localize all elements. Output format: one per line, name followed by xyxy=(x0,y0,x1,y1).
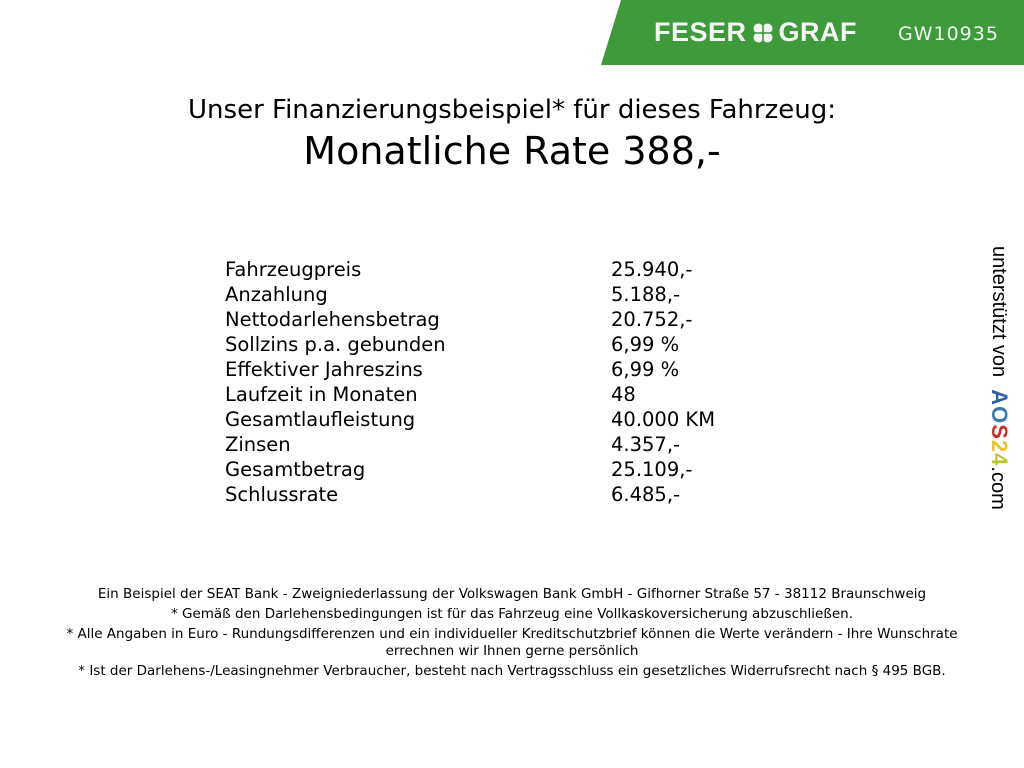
detail-label: Zinsen xyxy=(225,433,291,456)
detail-row: Fahrzeugpreis 25.940,- xyxy=(225,257,715,282)
supported-by: unterstützt von AOS24.com xyxy=(986,246,1012,510)
finance-details: Fahrzeugpreis 25.940,- Anzahlung 5.188,- N… xyxy=(225,257,715,507)
supported-by-text: unterstützt von xyxy=(988,246,1011,378)
detail-row: Nettodarlehensbetrag 20.752,- xyxy=(225,307,715,332)
detail-value: 20.752,- xyxy=(611,308,693,331)
detail-label: Gesamtbetrag xyxy=(225,458,366,481)
detail-value: 40.000 KM xyxy=(611,408,716,431)
footer-note: Ein Beispiel der SEAT Bank - Zweignieder… xyxy=(97,586,927,602)
detail-label: Schlussrate xyxy=(225,483,339,506)
clover-icon xyxy=(753,23,773,42)
page-title: Monatliche Rate 388,- xyxy=(303,129,721,173)
detail-row: Anzahlung 5.188,- xyxy=(225,282,715,307)
detail-row: Gesamtbetrag 25.109,- xyxy=(225,457,715,482)
detail-value: 6.485,- xyxy=(611,483,681,506)
detail-row: Gesamtlaufleistung 40.000 KM xyxy=(225,407,715,432)
detail-label: Laufzeit in Monaten xyxy=(225,383,418,406)
detail-value: 6,99 % xyxy=(611,333,680,356)
detail-row: Laufzeit in Monaten 48 xyxy=(225,382,715,407)
detail-label: Effektiver Jahreszins xyxy=(225,358,423,381)
detail-value: 48 xyxy=(611,383,636,406)
detail-row: Zinsen 4.357,- xyxy=(225,432,715,457)
footer-note: * Ist der Darlehens-/Leasingnehmer Verbr… xyxy=(78,663,946,679)
detail-label: Nettodarlehensbetrag xyxy=(225,308,440,331)
logo-suffix: .com xyxy=(987,466,1009,510)
brand-left: FESER xyxy=(654,17,747,47)
detail-row: Schlussrate 6.485,- xyxy=(225,482,715,507)
detail-value: 25.940,- xyxy=(611,258,693,281)
detail-value: 25.109,- xyxy=(611,458,693,481)
footer-note: * Gemäß den Darlehensbedingungen ist für… xyxy=(170,606,854,622)
brand-right: GRAF xyxy=(778,17,858,47)
footer-note: * Alle Angaben in Euro - Rundungsdiffere… xyxy=(66,626,958,659)
brand-logo: FESER GRAF xyxy=(654,17,857,48)
detail-row: Sollzins p.a. gebunden 6,99 % xyxy=(225,332,715,357)
detail-label: Gesamtlaufleistung xyxy=(225,408,416,431)
detail-label: Fahrzeugpreis xyxy=(225,258,362,281)
detail-value: 6,99 % xyxy=(611,358,680,381)
header-banner xyxy=(601,0,1024,65)
detail-value: 4.357,- xyxy=(611,433,681,456)
detail-label: Anzahlung xyxy=(225,283,328,306)
detail-value: 5.188,- xyxy=(611,283,681,306)
subtitle: Unser Finanzierungsbeispiel* für dieses … xyxy=(188,95,836,125)
footer-notes: Ein Beispiel der SEAT Bank - Zweignieder… xyxy=(50,586,974,683)
vehicle-code: GW10935 xyxy=(898,23,999,45)
aos24-logo: AOS24.com xyxy=(987,389,1012,510)
detail-label: Sollzins p.a. gebunden xyxy=(225,333,446,356)
detail-row: Effektiver Jahreszins 6,99 % xyxy=(225,357,715,382)
